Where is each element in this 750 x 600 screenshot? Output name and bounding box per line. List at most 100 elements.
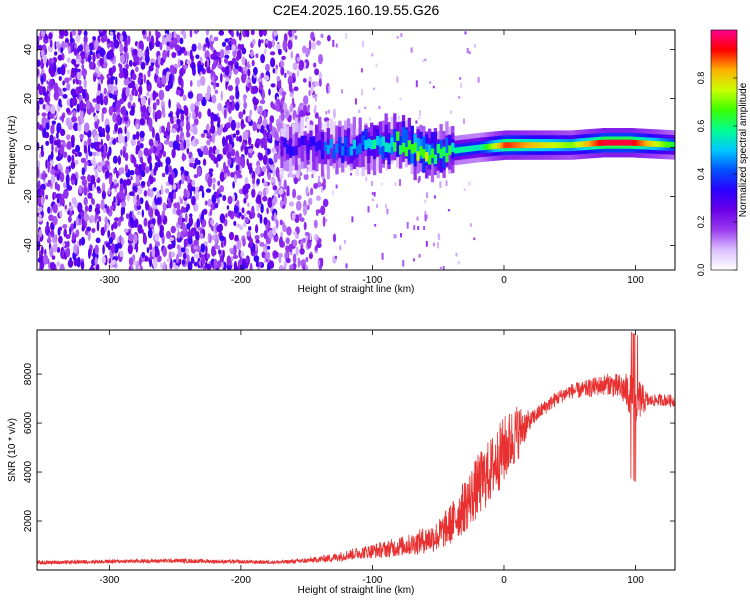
spectrogram-cell	[272, 185, 278, 191]
spectrogram-cell	[155, 145, 160, 155]
spectrogram-cell	[114, 94, 118, 103]
spectrogram-cell	[374, 224, 377, 227]
spectrogram-cell	[226, 255, 231, 266]
spectrogram-cell	[84, 161, 89, 166]
spectrogram-cell	[387, 143, 391, 153]
spectrogram-cell	[62, 94, 68, 99]
spectrogram-cell	[332, 108, 336, 119]
spectrogram-cell	[58, 76, 62, 81]
spectrogram-cell	[268, 229, 274, 240]
spectrogram-cell	[327, 109, 330, 114]
spectrogram-cell	[59, 197, 65, 206]
spectrogram-cell	[148, 65, 154, 72]
spectrogram-cell	[148, 105, 152, 113]
spectrogram-cell	[194, 157, 199, 166]
spectrogram-cell	[139, 156, 144, 164]
snr-panel: -300 -200 -100 0 100 2000 4000 6000 8000 Height…	[7, 329, 676, 596]
spectrogram-cell	[214, 130, 218, 137]
spectrogram-cell	[181, 173, 185, 185]
spectrogram-cell	[233, 244, 237, 256]
spectrogram-cell	[373, 87, 376, 90]
spectrogram-cell	[81, 68, 88, 77]
spectrogram-cell	[194, 101, 200, 107]
spectrogram-cell	[207, 85, 211, 96]
spectrogram-cell	[54, 51, 58, 56]
spectrogram-cell	[165, 188, 170, 194]
spectrogram-cell	[225, 45, 230, 51]
spectrogram-cell	[195, 54, 200, 59]
x-tick-label: 0	[501, 275, 507, 286]
spectrogram-cell	[227, 195, 233, 205]
spectrogram-cell	[78, 118, 82, 126]
spectrogram-cell	[147, 187, 151, 197]
spectrogram-cell	[141, 161, 144, 169]
spectrogram-cell	[55, 41, 61, 49]
spectrogram-cell	[137, 210, 141, 215]
spectrogram-cell	[42, 254, 49, 265]
spectrogram-cell	[211, 132, 216, 144]
y-tick-label: 0	[23, 144, 34, 150]
spectrogram-cell	[245, 188, 249, 194]
spectrogram-cell	[152, 145, 157, 154]
spectrogram-cell	[37, 59, 41, 67]
spectrogram-cell	[253, 255, 260, 263]
spectrogram-cell	[146, 46, 149, 56]
spectrogram-cell	[410, 144, 414, 154]
spectrogram-cell	[183, 139, 186, 150]
spectrogram-cell	[274, 131, 279, 141]
spectrogram-cell	[247, 60, 250, 69]
spectrogram-cell	[399, 179, 401, 186]
spectrogram-cell	[315, 210, 319, 216]
spectrogram-cell	[170, 128, 177, 134]
spectrogram-cell	[292, 62, 298, 71]
spectrogram-cell	[673, 142, 675, 148]
spectrogram-cell	[294, 35, 298, 40]
spectrogram-cell	[286, 226, 292, 236]
spectrogram-cell	[482, 144, 487, 150]
spectrogram-cell	[653, 141, 657, 147]
spectrogram-cell	[59, 263, 65, 270]
spectrogram-cell	[119, 43, 124, 54]
spectrogram-cell	[197, 42, 202, 51]
spectrogram-cell	[146, 91, 150, 97]
spectrogram-cell	[125, 213, 130, 220]
spectrogram-cell	[264, 48, 267, 55]
spectrogram-cell	[295, 169, 300, 179]
spectrogram-cell	[183, 200, 188, 206]
spectrogram-cell	[99, 47, 105, 57]
spectrogram-cell	[404, 147, 409, 157]
spectrogram-cell	[437, 241, 439, 249]
spectrogram-cell	[140, 170, 146, 178]
spectrogram-cell	[280, 60, 285, 68]
spectrogram-cell	[165, 156, 171, 166]
spectrogram-cell	[191, 55, 194, 61]
spectrogram-cell	[66, 107, 71, 114]
spectrogram-cell	[561, 142, 565, 149]
x-tick-label: 100	[627, 275, 644, 286]
spectrogram-cell	[143, 147, 150, 157]
spectrogram-cell	[108, 258, 112, 265]
spectrogram-cell	[90, 142, 96, 149]
spectrogram-cell	[180, 166, 185, 172]
x-tick-label: 0	[501, 575, 507, 586]
spectrogram-cell	[293, 231, 297, 236]
spectrogram-cell	[117, 218, 122, 227]
spectrogram-cell	[225, 76, 230, 82]
spectrogram-cell	[182, 94, 187, 102]
spectrogram-cell	[273, 152, 278, 164]
spectrogram-cell	[230, 119, 236, 131]
spectrogram-cell	[265, 150, 268, 156]
spectrogram-cell	[284, 72, 287, 78]
spectrogram-cell	[92, 36, 96, 41]
spectrogram-cell	[132, 73, 137, 81]
spectrogram-cell	[146, 247, 150, 254]
spectrogram-cell	[332, 233, 337, 243]
spectrogram-cell	[68, 215, 72, 223]
spectrogram-cell	[232, 181, 235, 189]
spectrogram-cell	[200, 133, 206, 138]
spectrogram-cell	[71, 97, 78, 106]
spectrogram-cell	[91, 151, 98, 157]
spectrogram-cell	[303, 221, 307, 231]
spectrogram-cell	[566, 142, 571, 149]
spectrogram-cell	[279, 174, 284, 180]
